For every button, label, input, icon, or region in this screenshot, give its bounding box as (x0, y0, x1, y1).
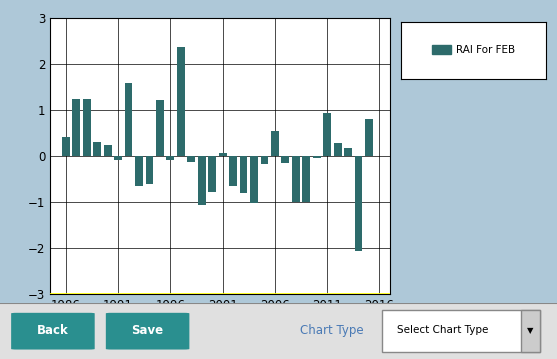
Bar (125, 83, 133, 156)
Bar (187, 156, 195, 162)
FancyBboxPatch shape (11, 313, 95, 350)
Bar (219, 153, 227, 156)
Bar (198, 156, 206, 205)
Text: Chart Type: Chart Type (300, 323, 363, 337)
Bar (313, 156, 321, 158)
Bar (177, 47, 185, 156)
Bar (250, 156, 258, 203)
Legend: RAI For FEB: RAI For FEB (428, 41, 519, 60)
Bar (208, 156, 216, 192)
Bar (72, 99, 80, 156)
Bar (323, 113, 331, 156)
Text: Select Chart Type: Select Chart Type (397, 325, 488, 335)
Bar (93, 142, 101, 156)
Bar (62, 137, 70, 156)
Text: Save: Save (131, 323, 164, 337)
Text: ▼: ▼ (527, 326, 534, 335)
Bar (302, 156, 310, 202)
Bar (135, 156, 143, 186)
Bar (292, 156, 300, 202)
Bar (382, 310, 540, 352)
Bar (261, 156, 268, 164)
Bar (271, 131, 279, 156)
Bar (334, 143, 341, 156)
Bar (156, 100, 164, 156)
Text: Back: Back (37, 323, 69, 337)
Bar (365, 119, 373, 156)
Bar (229, 156, 237, 186)
Bar (240, 156, 247, 193)
Bar (281, 156, 289, 163)
Bar (344, 148, 352, 156)
Bar (167, 156, 174, 160)
Bar (114, 156, 122, 160)
Bar (521, 310, 540, 352)
Bar (83, 99, 91, 156)
FancyBboxPatch shape (106, 313, 189, 350)
Bar (355, 156, 363, 251)
Bar (145, 156, 153, 184)
Bar (104, 145, 111, 156)
